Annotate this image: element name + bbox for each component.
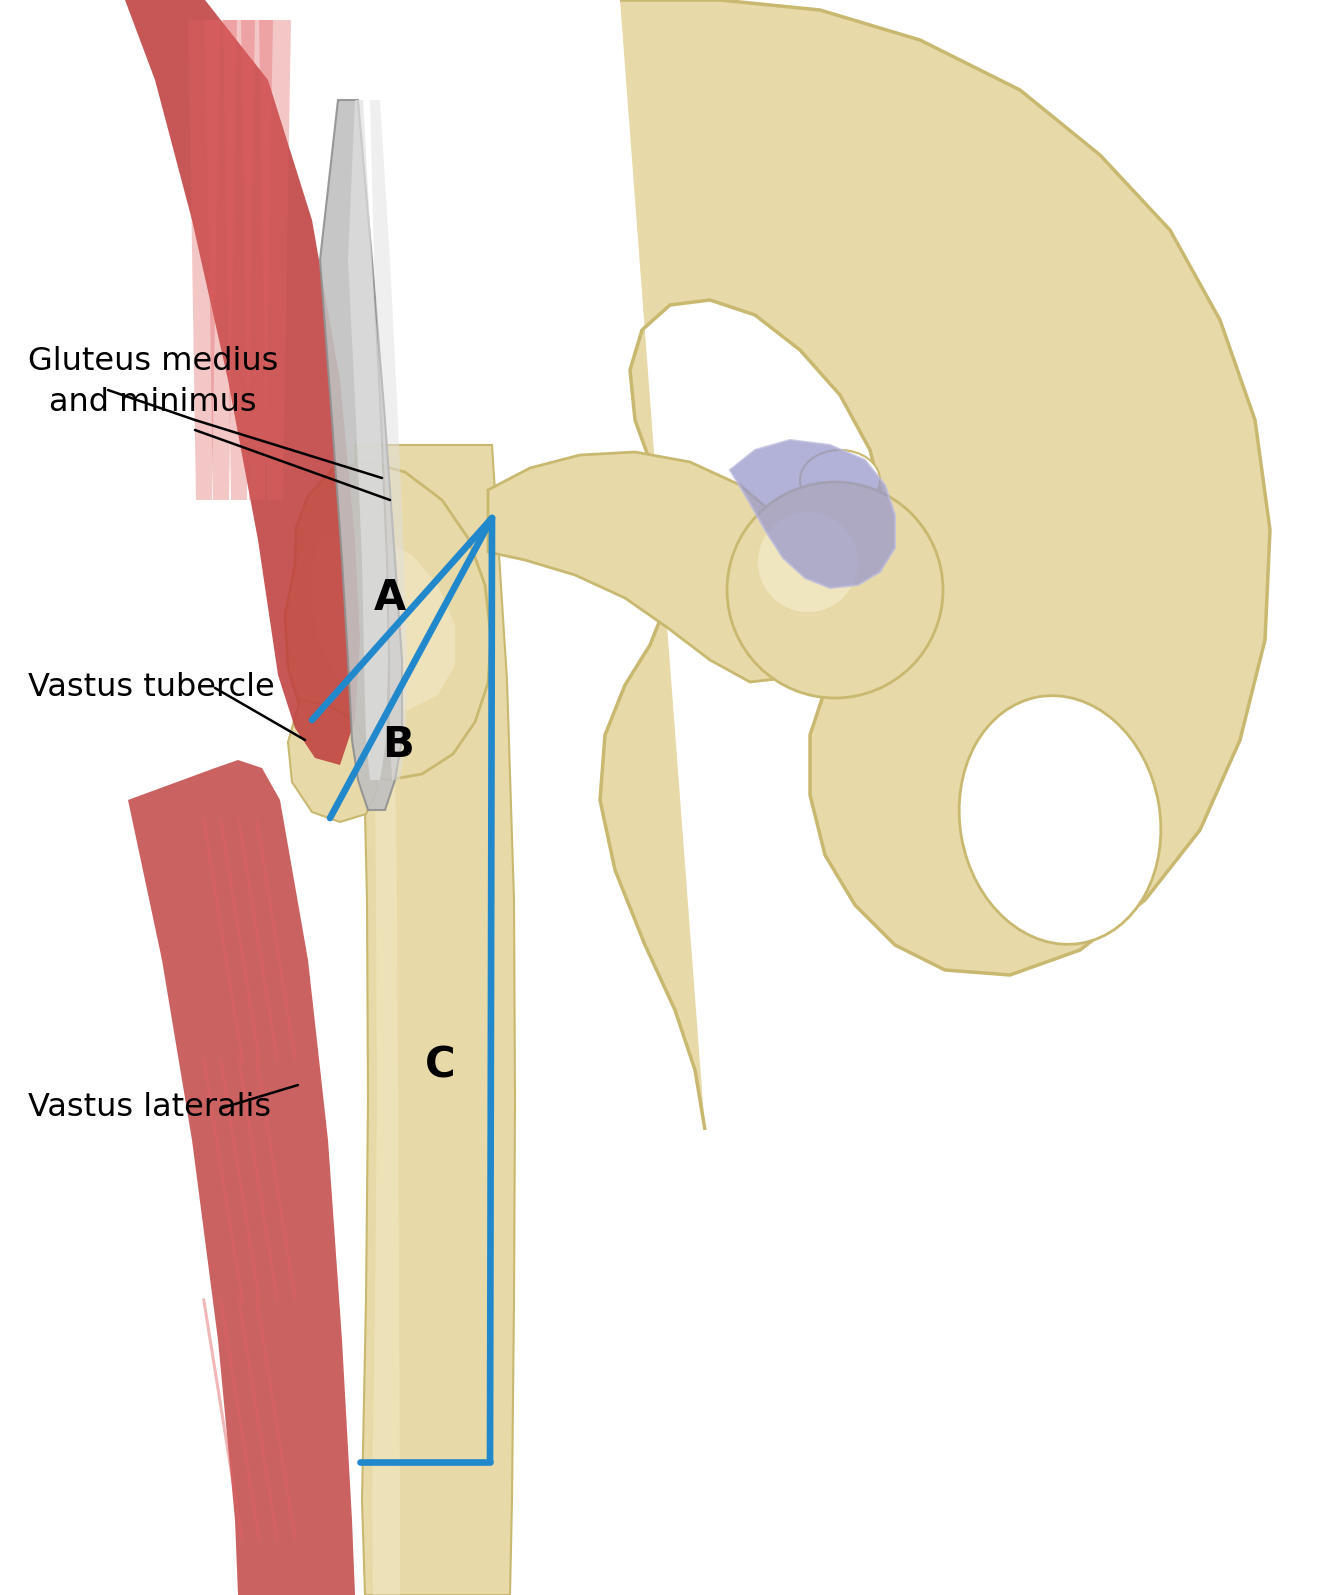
Polygon shape — [241, 21, 273, 499]
Text: Vastus tubercle: Vastus tubercle — [28, 673, 274, 703]
Polygon shape — [321, 100, 401, 810]
Polygon shape — [310, 534, 454, 710]
Circle shape — [727, 482, 943, 699]
Text: C: C — [425, 1045, 456, 1086]
Polygon shape — [258, 21, 292, 499]
Circle shape — [758, 512, 859, 612]
Ellipse shape — [959, 695, 1161, 944]
Polygon shape — [285, 463, 492, 780]
Polygon shape — [355, 445, 515, 1595]
Text: Vastus lateralis: Vastus lateralis — [28, 1093, 272, 1123]
Text: B: B — [382, 724, 413, 766]
Polygon shape — [188, 21, 220, 499]
Polygon shape — [125, 0, 360, 766]
Polygon shape — [129, 759, 355, 1595]
Polygon shape — [370, 100, 407, 780]
Polygon shape — [600, 0, 1269, 1129]
Polygon shape — [488, 451, 820, 683]
Text: Gluteus medius
and minimus: Gluteus medius and minimus — [28, 346, 278, 418]
Ellipse shape — [800, 450, 880, 510]
Polygon shape — [370, 450, 400, 1595]
Polygon shape — [223, 21, 254, 499]
Text: A: A — [374, 577, 407, 619]
Polygon shape — [205, 21, 237, 499]
Polygon shape — [730, 440, 894, 589]
Polygon shape — [288, 700, 378, 821]
Polygon shape — [348, 100, 388, 780]
